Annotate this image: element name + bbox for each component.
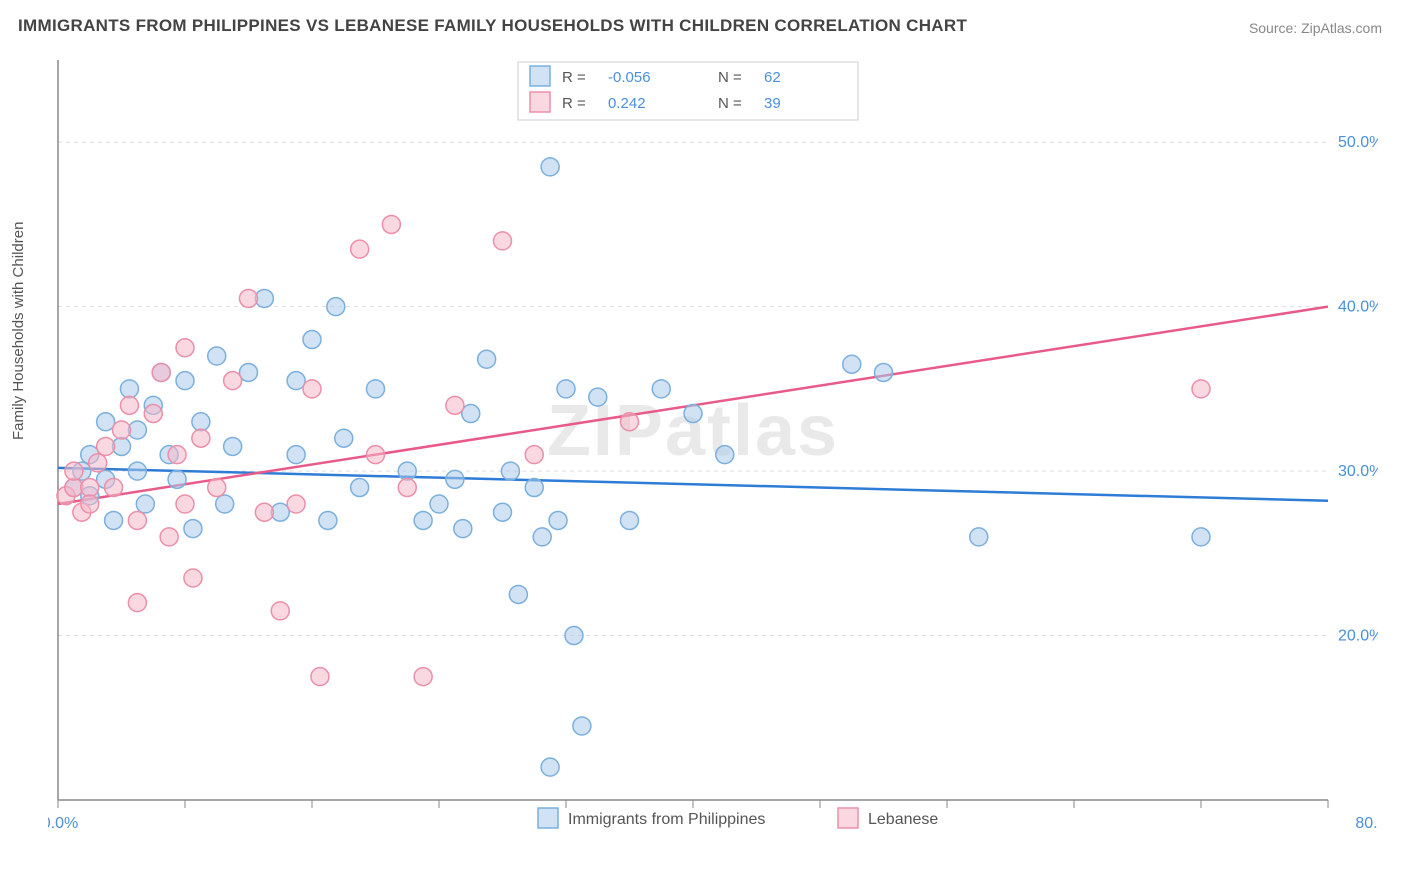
y-axis-label: Family Households with Children: [10, 222, 27, 440]
scatter-plot: 20.0%30.0%40.0%50.0%0.0%80.0%ZIPatlasR =…: [48, 50, 1378, 865]
svg-text:50.0%: 50.0%: [1338, 134, 1378, 151]
page-title: IMMIGRANTS FROM PHILIPPINES VS LEBANESE …: [18, 16, 967, 36]
svg-text:39: 39: [764, 95, 781, 112]
svg-text:N =: N =: [718, 95, 742, 112]
svg-text:R =: R =: [562, 95, 586, 112]
svg-text:40.0%: 40.0%: [1338, 299, 1378, 316]
chart-area: 20.0%30.0%40.0%50.0%0.0%80.0%ZIPatlasR =…: [48, 50, 1378, 830]
svg-text:80.0%: 80.0%: [1355, 815, 1378, 832]
svg-text:62: 62: [764, 69, 781, 86]
svg-text:-0.056: -0.056: [608, 69, 651, 86]
svg-text:30.0%: 30.0%: [1338, 463, 1378, 480]
svg-text:R =: R =: [562, 69, 586, 86]
svg-text:0.0%: 0.0%: [48, 815, 78, 832]
source-text: Source: ZipAtlas.com: [1249, 20, 1382, 36]
svg-text:0.242: 0.242: [608, 95, 646, 112]
svg-text:Immigrants from Philippines: Immigrants from Philippines: [568, 811, 765, 828]
svg-text:Lebanese: Lebanese: [868, 811, 938, 828]
svg-text:N =: N =: [718, 69, 742, 86]
svg-text:20.0%: 20.0%: [1338, 628, 1378, 645]
